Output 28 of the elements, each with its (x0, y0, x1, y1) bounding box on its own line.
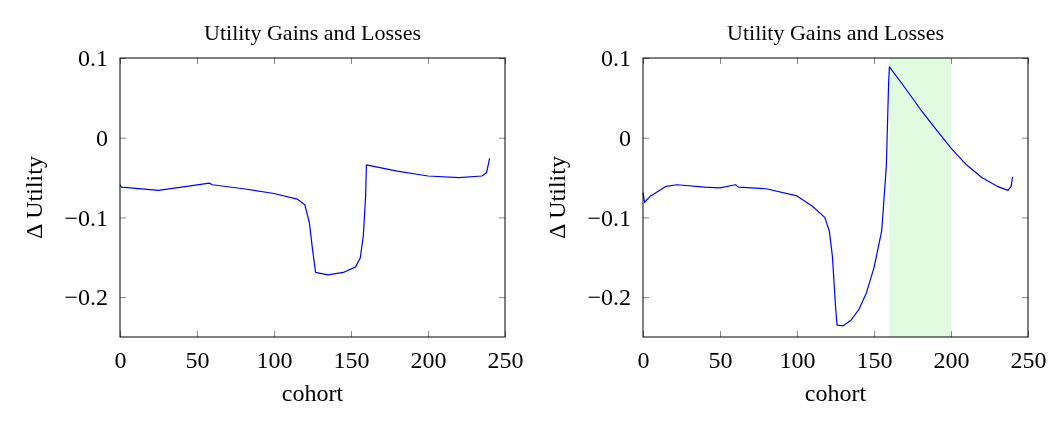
y-tick-label: −0.2 (587, 284, 631, 311)
x-tick-label: 0 (114, 347, 127, 374)
x-tick-label: 50 (708, 347, 733, 374)
x-tick-label: 100 (256, 347, 293, 374)
x-tick-label: 100 (779, 347, 816, 374)
chart-title: Utility Gains and Losses (204, 20, 421, 45)
y-tick-label: 0 (619, 124, 631, 151)
y-axis-title: Δ Utility (544, 156, 570, 239)
line-series (642, 66, 1014, 327)
y-tick-label: −0.2 (64, 284, 108, 311)
x-tick-label: 250 (1010, 347, 1047, 374)
x-tick-label: 0 (637, 347, 650, 374)
x-axis-title: cohort (804, 380, 867, 406)
y-tick-label: −0.1 (64, 204, 108, 231)
y-tick-label: 0.1 (78, 45, 108, 72)
x-tick-label: 200 (410, 347, 447, 374)
chart-title: Utility Gains and Losses (727, 20, 944, 45)
y-tick-label: 0.1 (601, 45, 631, 72)
x-tick-label: 200 (933, 347, 970, 374)
y-axis-title: Δ Utility (21, 156, 47, 239)
y-tick-label: −0.1 (587, 204, 631, 231)
x-tick-label: 250 (487, 347, 524, 374)
x-tick-label: 50 (185, 347, 210, 374)
x-tick-label: 150 (333, 347, 370, 374)
x-tick-label: 150 (856, 347, 893, 374)
y-tick-label: 0 (96, 124, 108, 151)
x-axis-title: cohort (281, 380, 344, 406)
line-series (119, 157, 491, 276)
